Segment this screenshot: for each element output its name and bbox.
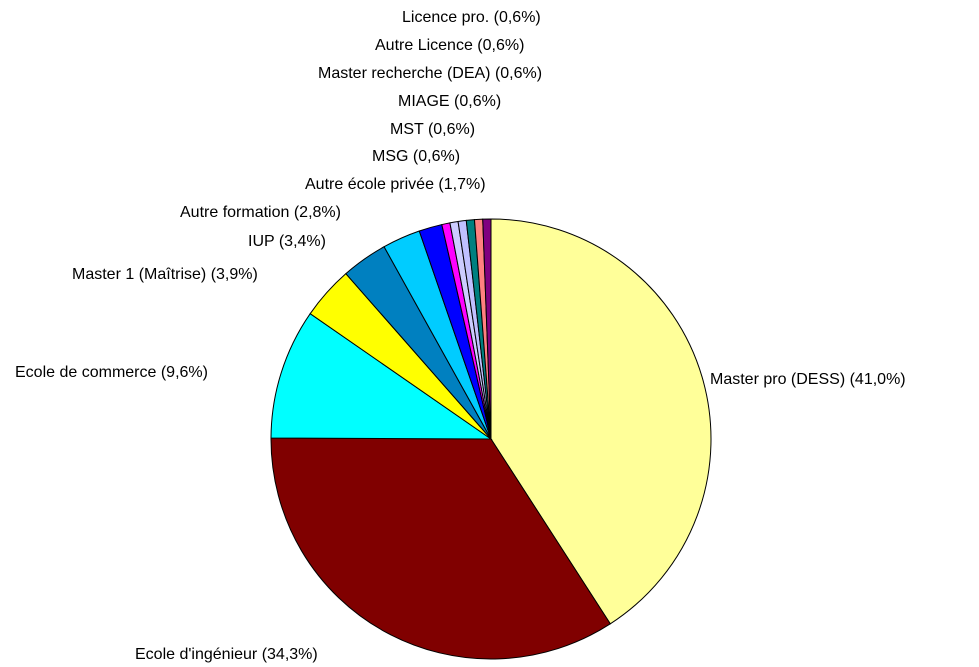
value-label: (0,6%) — [495, 65, 542, 82]
slice-label: Autre formation (2,8%) — [180, 204, 341, 221]
value-label: (3,4%) — [279, 233, 326, 250]
slice-label: MIAGE (0,6%) — [398, 93, 501, 110]
value-label: (0,6%) — [494, 9, 541, 26]
slice-label: MST (0,6%) — [390, 121, 475, 138]
slice-label: Master 1 (Maîtrise) (3,9%) — [72, 266, 258, 283]
category-name: Master 1 (Maîtrise) — [72, 266, 206, 283]
value-label: (3,9%) — [211, 266, 258, 283]
value-label: (1,7%) — [438, 176, 485, 193]
value-label: (0,6%) — [454, 93, 501, 110]
value-label: (41,0%) — [850, 371, 906, 388]
category-name: Ecole de commerce — [15, 364, 156, 381]
category-name: Master pro (DESS) — [710, 371, 845, 388]
value-label: (0,6%) — [413, 148, 460, 165]
category-name: MSG — [372, 148, 408, 165]
category-name: Autre Licence — [375, 37, 473, 54]
slice-label: IUP (3,4%) — [248, 233, 326, 250]
slice-label: Autre Licence (0,6%) — [375, 37, 524, 54]
category-name: Licence pro. — [402, 9, 489, 26]
category-name: MIAGE — [398, 93, 450, 110]
value-label: (2,8%) — [294, 204, 341, 221]
pie-slice — [482, 218, 492, 440]
category-name: Ecole d'ingénieur — [135, 646, 258, 663]
value-label: (9,6%) — [161, 364, 208, 381]
category-name: Autre formation — [180, 204, 289, 221]
slice-label: Ecole de commerce (9,6%) — [15, 364, 208, 381]
pie-slice — [270, 437, 612, 660]
value-label: (34,3%) — [262, 646, 318, 663]
category-name: Master recherche (DEA) — [318, 65, 491, 82]
slice-label: Master pro (DESS) (41,0%) — [710, 371, 906, 388]
slice-label: Ecole d'ingénieur (34,3%) — [135, 646, 318, 663]
slice-label: Licence pro. (0,6%) — [402, 9, 541, 26]
slice-label: MSG (0,6%) — [372, 148, 460, 165]
value-label: (0,6%) — [477, 37, 524, 54]
category-name: IUP — [248, 233, 274, 250]
category-name: Autre école privée — [305, 176, 434, 193]
slice-label: Master recherche (DEA) (0,6%) — [318, 65, 542, 82]
pie-slice — [490, 218, 712, 625]
value-label: (0,6%) — [428, 121, 475, 138]
slice-label: Autre école privée (1,7%) — [305, 176, 486, 193]
category-name: MST — [390, 121, 424, 138]
pie-slice — [270, 312, 493, 440]
